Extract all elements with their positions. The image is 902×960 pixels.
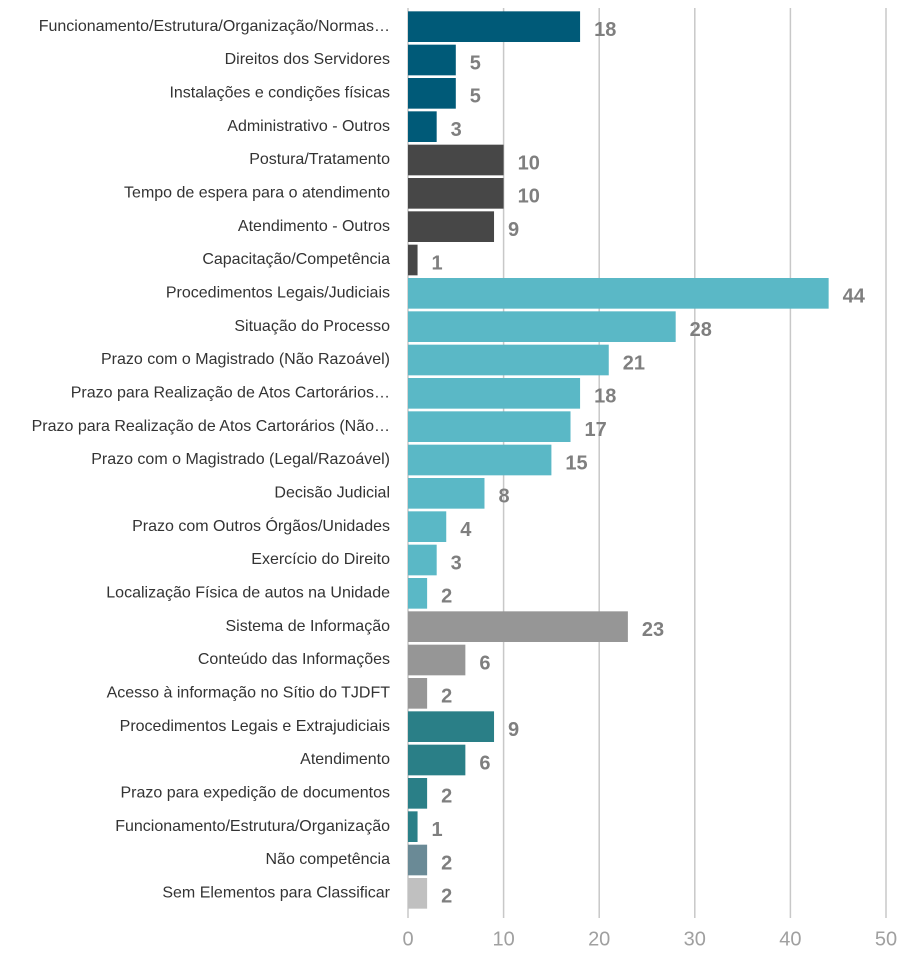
bar [408,11,581,43]
bar [408,44,456,76]
value-label: 10 [518,186,540,208]
y-tick-label: Postura/Tratamento [249,151,390,168]
value-label: 1 [432,819,443,841]
bar [408,511,447,542]
value-label: 5 [470,86,481,108]
value-label: 6 [479,752,490,774]
bar [408,811,418,842]
bar [408,78,456,109]
bar [408,344,609,376]
bar [408,478,485,509]
value-label: 23 [642,619,664,641]
value-label: 21 [623,352,645,374]
y-tick-label: Conteúdo das Informações [198,651,390,668]
value-label: 8 [498,486,509,508]
y-tick-label: Atendimento - Outros [238,218,390,235]
y-tick-label: Localização Física de autos na Unidade [106,585,390,602]
value-label: 9 [508,219,519,241]
y-tick-label: Funcionamento/Estrutura/Organização [115,818,390,835]
y-tick-label: Prazo com o Magistrado (Não Razoável) [101,351,390,368]
bar [408,611,628,642]
bar [408,178,504,209]
x-tick-label: 10 [492,928,514,950]
bar [408,311,676,342]
value-label: 3 [451,119,462,141]
y-tick-label: Não competência [265,851,390,868]
y-tick-label: Prazo com o Magistrado (Legal/Razoável) [91,451,390,468]
bar [408,211,495,242]
x-tick-label: 50 [875,928,897,950]
y-tick-label: Exercício do Direito [251,551,390,568]
x-tick-label: 30 [684,928,706,950]
value-label: 2 [441,852,452,874]
bar [408,678,428,709]
bar [408,111,437,142]
bar [408,411,571,442]
bar [408,544,437,576]
y-tick-label: Acesso à informação no Sítio do TJDFT [107,685,391,702]
bar [408,644,466,676]
value-label: 44 [843,286,866,308]
y-tick-label: Prazo para expedição de documentos [120,785,390,802]
bar [408,244,418,276]
value-label: 18 [594,19,616,41]
value-label: 28 [690,319,712,341]
y-tick-label: Procedimentos Legais e Extrajudiciais [120,718,390,735]
y-tick-label: Funcionamento/Estrutura/Organização/Norm… [39,18,390,35]
value-label: 10 [518,152,540,174]
bar [408,444,552,476]
y-tick-label: Procedimentos Legais/Judiciais [166,285,390,302]
value-label: 1 [432,252,443,274]
x-tick-label: 40 [779,928,801,950]
bar [408,711,495,742]
y-tick-label: Prazo com Outros Órgãos/Unidades [132,516,390,535]
bar [408,278,829,309]
value-label: 4 [460,519,472,541]
x-tick-label: 0 [402,928,413,950]
value-label: 5 [470,52,481,74]
bar [408,878,428,909]
y-tick-label: Administrativo - Outros [227,118,390,135]
x-tick-label: 20 [588,928,610,950]
bar [408,844,428,876]
bar [408,744,466,776]
y-tick-label: Situação do Processo [234,318,390,335]
y-tick-label: Tempo de espera para o atendimento [124,185,390,202]
value-label: 2 [441,786,452,808]
value-label: 17 [585,419,607,441]
bar [408,378,581,409]
value-label: 18 [594,386,616,408]
y-tick-label: Sistema de Informação [225,618,390,635]
value-label: 9 [508,719,519,741]
bar [408,778,428,809]
value-label: 2 [441,586,452,608]
value-label: 3 [451,552,462,574]
y-tick-label: Atendimento [300,751,390,768]
y-tick-label: Direitos dos Servidores [225,51,390,68]
bar [408,144,504,176]
value-label: 2 [441,686,452,708]
bar [408,578,428,609]
y-tick-label: Capacitação/Competência [202,251,390,268]
value-label: 15 [565,452,587,474]
value-label: 6 [479,652,490,674]
y-tick-label: Decisão Judicial [274,485,390,502]
y-tick-label: Sem Elementos para Classificar [162,885,390,902]
value-label: 2 [441,886,452,908]
y-tick-label: Prazo para Realização de Atos Cartorário… [71,385,390,402]
y-tick-label: Instalações e condições físicas [169,85,390,102]
y-tick-label: Prazo para Realização de Atos Cartorário… [32,418,390,435]
